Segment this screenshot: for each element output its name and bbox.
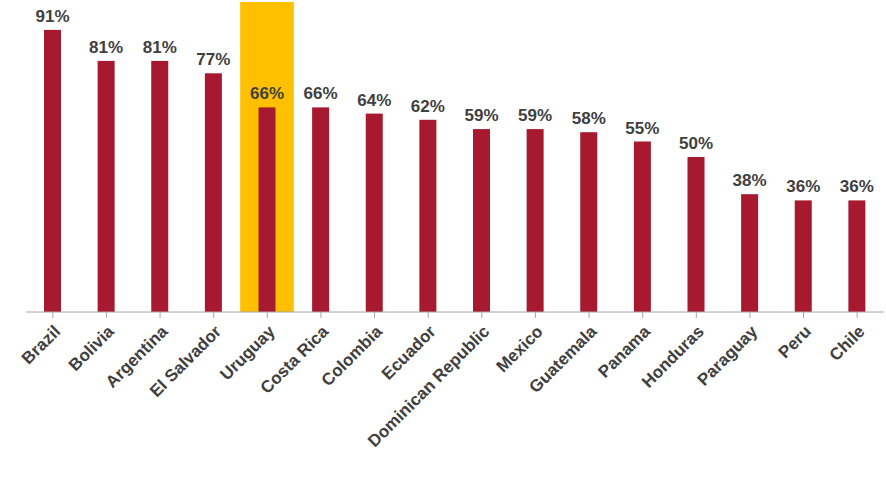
svg-text:Mexico: Mexico xyxy=(493,322,547,376)
svg-text:Costa Rica: Costa Rica xyxy=(257,322,333,398)
svg-text:66%: 66% xyxy=(250,84,284,103)
svg-text:Dominican Republic: Dominican Republic xyxy=(364,322,493,451)
svg-text:64%: 64% xyxy=(357,91,391,110)
svg-text:36%: 36% xyxy=(840,177,874,196)
svg-text:38%: 38% xyxy=(733,171,767,190)
svg-text:Peru: Peru xyxy=(775,322,815,362)
svg-text:Bolivia: Bolivia xyxy=(65,322,118,375)
svg-text:81%: 81% xyxy=(89,38,123,57)
svg-text:Honduras: Honduras xyxy=(638,322,708,392)
svg-text:36%: 36% xyxy=(786,177,820,196)
svg-text:Panama: Panama xyxy=(594,321,655,382)
svg-text:Argentina: Argentina xyxy=(101,321,172,392)
svg-text:55%: 55% xyxy=(625,119,659,138)
svg-text:Guatemala: Guatemala xyxy=(526,322,601,397)
svg-text:66%: 66% xyxy=(304,84,338,103)
svg-text:50%: 50% xyxy=(679,134,713,153)
svg-text:Colombia: Colombia xyxy=(318,322,387,391)
svg-text:El Salvador: El Salvador xyxy=(146,322,225,401)
svg-text:81%: 81% xyxy=(143,38,177,57)
svg-text:59%: 59% xyxy=(464,106,498,125)
svg-text:Paraguay: Paraguay xyxy=(694,322,762,390)
svg-text:58%: 58% xyxy=(572,109,606,128)
svg-text:77%: 77% xyxy=(196,50,230,69)
svg-text:59%: 59% xyxy=(518,106,552,125)
svg-text:Chile: Chile xyxy=(826,322,869,365)
svg-text:62%: 62% xyxy=(411,97,445,116)
svg-text:91%: 91% xyxy=(35,7,69,26)
svg-text:Ecuador: Ecuador xyxy=(378,321,440,384)
svg-text:Uruguay: Uruguay xyxy=(216,321,279,385)
svg-text:Brazil: Brazil xyxy=(18,322,64,368)
